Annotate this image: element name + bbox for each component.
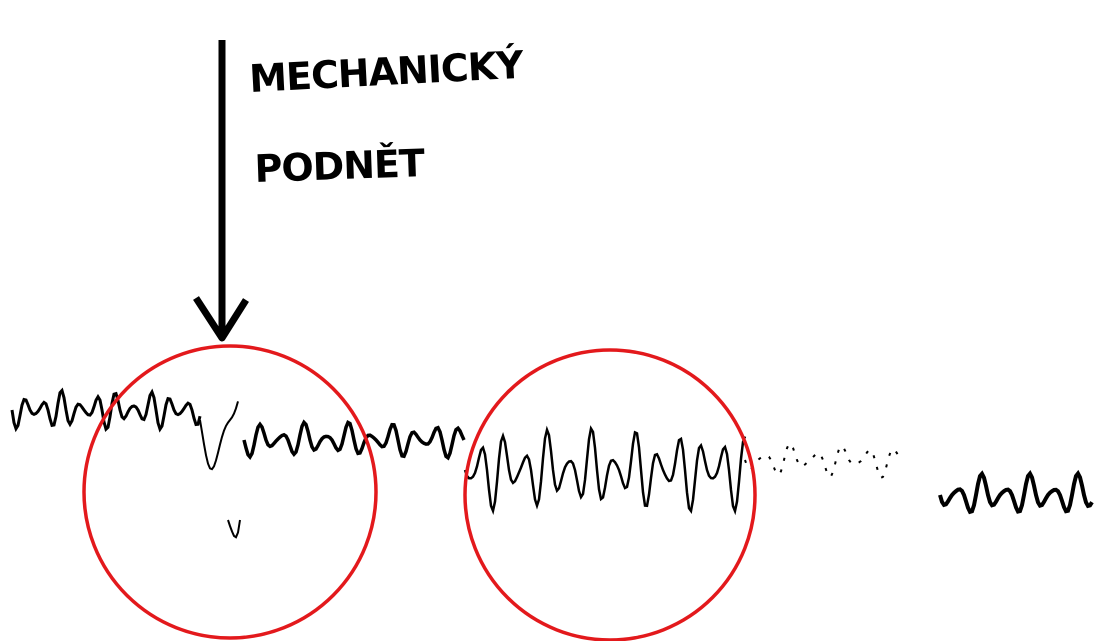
trace-segment xyxy=(10,387,202,433)
label-line-2: PODNĚT xyxy=(254,141,426,191)
trace-segment xyxy=(242,419,466,461)
trace-segment xyxy=(463,425,747,516)
highlight-circle xyxy=(463,348,757,641)
trace-segment xyxy=(938,469,1094,515)
signal-trace xyxy=(10,387,1094,539)
stimulus-arrow-head xyxy=(193,296,249,342)
trace-segment xyxy=(744,442,900,480)
highlight-circle xyxy=(82,344,378,640)
trace-segment xyxy=(199,401,239,471)
trace-segment xyxy=(227,519,241,539)
